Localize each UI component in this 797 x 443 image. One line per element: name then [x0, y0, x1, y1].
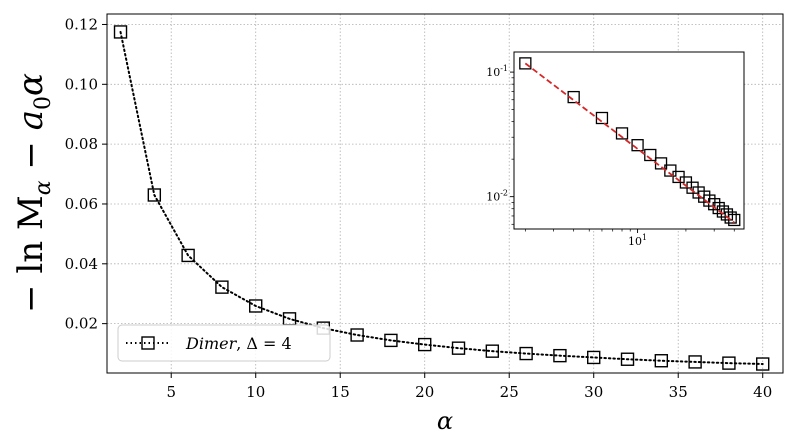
legend: Dimer, Δ = 4	[117, 324, 331, 362]
y-tick-label: 0.02	[65, 315, 98, 333]
data-point	[384, 333, 398, 348]
data-point	[688, 355, 702, 369]
legend-marker-sample	[141, 336, 155, 350]
y-axis-label-end: α	[11, 73, 51, 96]
x-tick-label: 35	[669, 383, 688, 401]
data-point	[350, 328, 364, 342]
x-tick-label: 20	[415, 383, 434, 401]
inset-data-point	[724, 211, 737, 224]
inset-data-point	[728, 213, 741, 227]
y-tick-label: 0.12	[65, 15, 98, 33]
inset-y-tick-label: 10-2	[486, 189, 508, 204]
x-tick-label: 40	[753, 383, 772, 401]
data-point	[181, 248, 195, 263]
main-series-markers	[113, 25, 770, 371]
inset-x-tick-label: 101	[628, 233, 647, 248]
y-tick-label: 0.10	[65, 75, 98, 93]
y-tick-label: 0.04	[65, 255, 98, 273]
data-point	[215, 280, 229, 294]
data-point	[451, 341, 466, 355]
legend-label-rest: , Δ = 4	[236, 334, 291, 353]
inset-data-point	[703, 194, 716, 207]
inset-y-tick-label: 10-1	[486, 64, 508, 79]
inset-fit-line	[524, 62, 735, 224]
inset-data-point	[708, 198, 721, 211]
data-point	[519, 346, 533, 361]
y-axis-label-mid: − a	[11, 110, 51, 180]
data-point	[722, 356, 736, 370]
y-axis-label-sub2: 0	[31, 96, 56, 110]
y-tick-label: 0.08	[65, 135, 98, 153]
inset-data-point	[712, 201, 725, 215]
data-point	[654, 354, 669, 368]
data-point	[587, 350, 601, 365]
main-plot-frame	[106, 13, 784, 374]
inset-data-point	[519, 57, 532, 70]
data-point	[620, 352, 635, 366]
x-tick-label: 15	[331, 383, 350, 401]
inset-y-tick-exponent: -2	[500, 189, 508, 198]
inset-data-point	[631, 139, 644, 152]
inset-data-point	[595, 111, 609, 125]
x-tick-label: 30	[584, 383, 603, 401]
inset-plot-frame	[513, 51, 745, 230]
data-point	[756, 357, 770, 371]
inset-series-markers	[519, 57, 741, 227]
data-point	[485, 344, 500, 358]
x-tick-label: 5	[166, 383, 176, 401]
data-point	[418, 337, 432, 352]
legend-label: Dimer, Δ = 4	[185, 334, 292, 353]
inset-x-tick-exponent: 1	[642, 233, 647, 242]
legend-box	[117, 324, 331, 362]
x-axis-label: α	[437, 407, 453, 435]
y-axis-label: − ln Mα − a0α	[11, 73, 56, 313]
data-point	[553, 348, 567, 363]
data-point	[113, 25, 128, 39]
inset-background	[514, 52, 744, 229]
inset-fit-segment	[524, 62, 735, 224]
x-tick-label: 25	[500, 383, 519, 401]
main-x-axis-ticks: 5 10 15 20 25 30 35 40	[166, 373, 772, 401]
data-point	[249, 299, 263, 313]
y-axis-label-sub1: α	[31, 180, 56, 195]
x-tick-label: 10	[246, 383, 265, 401]
inset-data-point	[644, 148, 657, 162]
inset-data-point	[615, 127, 629, 140]
data-point	[147, 188, 162, 202]
y-tick-label: 0.06	[65, 195, 98, 213]
inset-y-tick-exponent: -1	[500, 64, 508, 73]
legend-label-italic: Dimer	[185, 334, 238, 353]
y-axis-label-main: − ln M	[11, 195, 51, 313]
main-y-axis-ticks: 0.02 0.04 0.06 0.08 0.10 0.12	[65, 15, 107, 333]
